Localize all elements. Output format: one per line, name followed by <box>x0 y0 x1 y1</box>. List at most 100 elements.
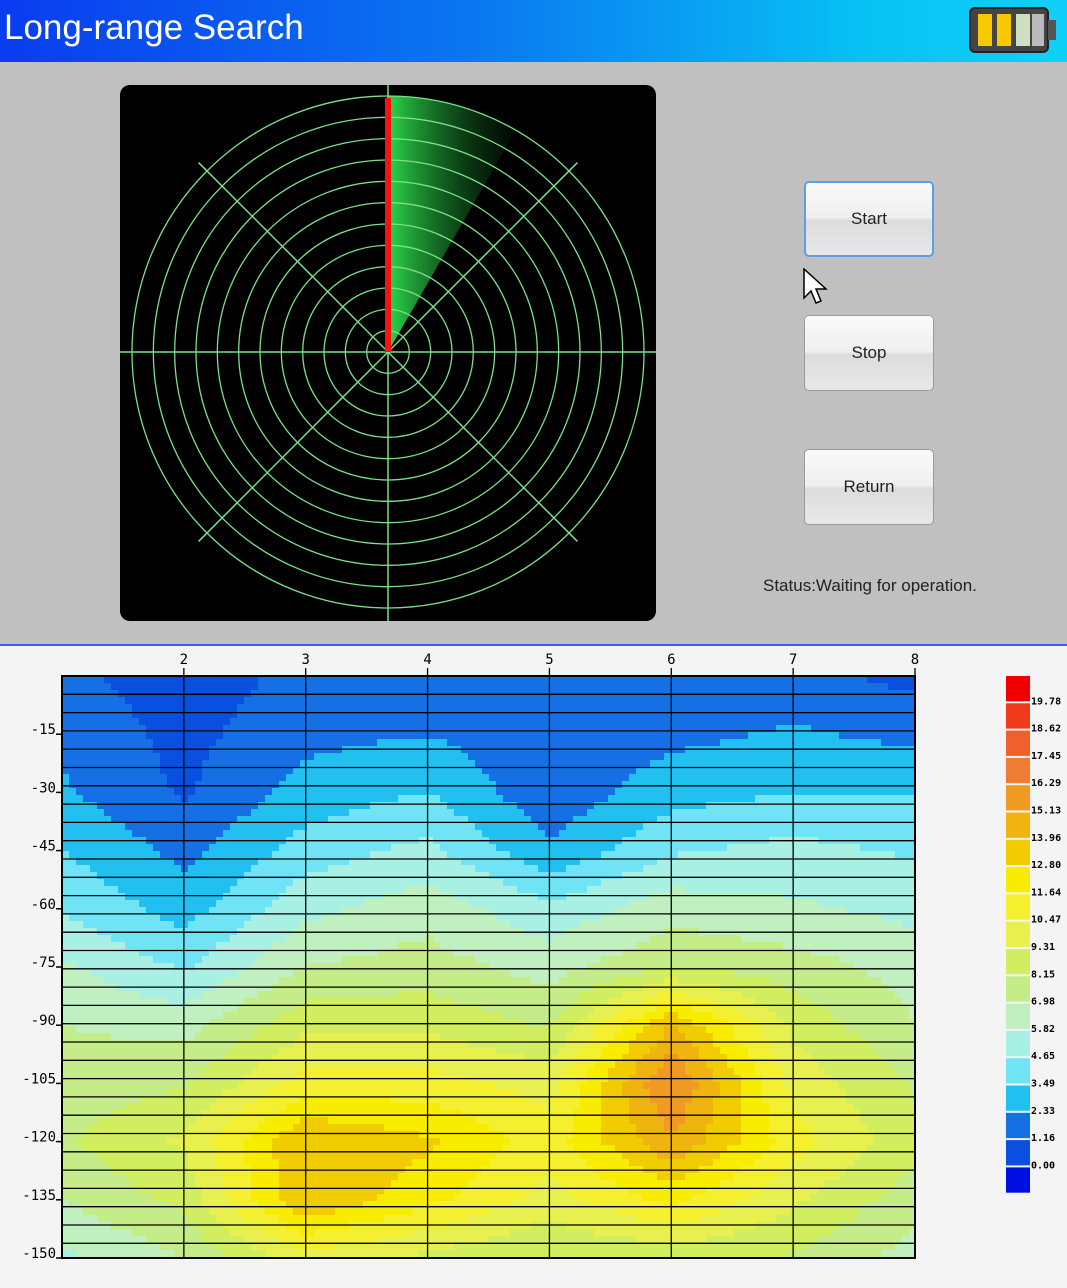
heatmap-cell <box>125 774 133 782</box>
heatmap-cell <box>552 788 560 796</box>
heatmap-cell <box>489 886 497 894</box>
heatmap-cell <box>762 676 770 684</box>
heatmap-cell <box>587 879 595 887</box>
heatmap-cell <box>370 907 378 915</box>
heatmap-cell <box>909 781 916 789</box>
heatmap-cell <box>335 914 343 922</box>
heatmap-cell <box>307 907 315 915</box>
heatmap-cell <box>419 879 427 887</box>
heatmap-cell <box>307 858 315 866</box>
heatmap-cell <box>181 942 189 950</box>
heatmap-cell <box>167 781 175 789</box>
heatmap-cell <box>748 893 756 901</box>
heatmap-cell <box>216 844 224 852</box>
stop-button[interactable]: Stop <box>804 315 934 391</box>
heatmap-cell <box>475 774 483 782</box>
heatmap-cell <box>552 900 560 908</box>
heatmap-cell <box>706 823 714 831</box>
heatmap-cell <box>342 795 350 803</box>
heatmap-cell <box>209 753 217 761</box>
heatmap-cell <box>398 851 406 859</box>
heatmap-cell <box>601 921 609 929</box>
heatmap-cell <box>69 802 77 810</box>
heatmap-cell <box>762 893 770 901</box>
heatmap-cell <box>146 823 154 831</box>
heatmap-cell <box>818 858 826 866</box>
heatmap-cell <box>699 865 707 873</box>
heatmap-cell <box>846 683 854 691</box>
heatmap-cell <box>216 711 224 719</box>
heatmap-cell <box>580 774 588 782</box>
heatmap-cell <box>804 753 812 761</box>
heatmap-cell <box>734 942 742 950</box>
heatmap-cell <box>230 907 238 915</box>
heatmap-cell <box>804 914 812 922</box>
heatmap-cell <box>559 767 567 775</box>
heatmap-cell <box>293 732 301 740</box>
heatmap-cell <box>69 683 77 691</box>
heatmap-cell <box>286 844 294 852</box>
heatmap-cell <box>258 753 266 761</box>
heatmap-cell <box>426 935 434 943</box>
heatmap-cell <box>216 704 224 712</box>
heatmap-cell <box>363 921 371 929</box>
heatmap-cell <box>398 893 406 901</box>
heatmap-cell <box>713 935 721 943</box>
heatmap-cell <box>104 816 112 824</box>
heatmap-cell <box>314 823 322 831</box>
start-button[interactable]: Start <box>804 181 934 257</box>
heatmap-cell <box>370 823 378 831</box>
heatmap-cell <box>349 767 357 775</box>
heatmap-cell <box>804 774 812 782</box>
heatmap-cell <box>76 886 84 894</box>
return-button[interactable]: Return <box>804 449 934 525</box>
heatmap-cell <box>76 872 84 880</box>
heatmap-cell <box>727 767 735 775</box>
heatmap-cell <box>678 676 686 684</box>
heatmap-cell <box>643 739 651 747</box>
heatmap-cell <box>580 809 588 817</box>
heatmap-cell <box>734 711 742 719</box>
heatmap-cell <box>594 907 602 915</box>
heatmap-cell <box>132 907 140 915</box>
heatmap-cell <box>545 949 553 957</box>
heatmap-cell <box>734 809 742 817</box>
heatmap-cell <box>356 935 364 943</box>
heatmap-cell <box>867 886 875 894</box>
heatmap-cell <box>643 879 651 887</box>
heatmap-cell <box>797 879 805 887</box>
heatmap-cell <box>76 879 84 887</box>
heatmap-cell <box>265 732 273 740</box>
heatmap-cell <box>867 809 875 817</box>
heatmap-cell <box>391 858 399 866</box>
heatmap-cell <box>433 872 441 880</box>
heatmap-cell <box>531 900 539 908</box>
heatmap-cell <box>650 760 658 768</box>
heatmap-cell <box>293 802 301 810</box>
heatmap-cell <box>447 921 455 929</box>
heatmap-cell <box>629 823 637 831</box>
heatmap-cell <box>510 914 518 922</box>
heatmap-cell <box>293 816 301 824</box>
heatmap-cell <box>188 900 196 908</box>
heatmap-cell <box>538 711 546 719</box>
heatmap-cell <box>685 900 693 908</box>
heatmap-cell <box>419 914 427 922</box>
heatmap-cell <box>846 781 854 789</box>
heatmap-cell <box>279 683 287 691</box>
heatmap-cell <box>671 816 679 824</box>
heatmap-cell <box>377 711 385 719</box>
heatmap-cell <box>881 781 889 789</box>
heatmap-cell <box>853 935 861 943</box>
heatmap-cell <box>769 886 777 894</box>
heatmap-cell <box>496 830 504 838</box>
heatmap-cell <box>356 781 364 789</box>
heatmap-cell <box>755 711 763 719</box>
heatmap-cell <box>580 830 588 838</box>
heatmap-cell <box>755 914 763 922</box>
heatmap-cell <box>202 809 210 817</box>
heatmap-cell <box>783 697 791 705</box>
heatmap-cell <box>769 844 777 852</box>
heatmap-cell <box>328 893 336 901</box>
heatmap-cell <box>286 802 294 810</box>
